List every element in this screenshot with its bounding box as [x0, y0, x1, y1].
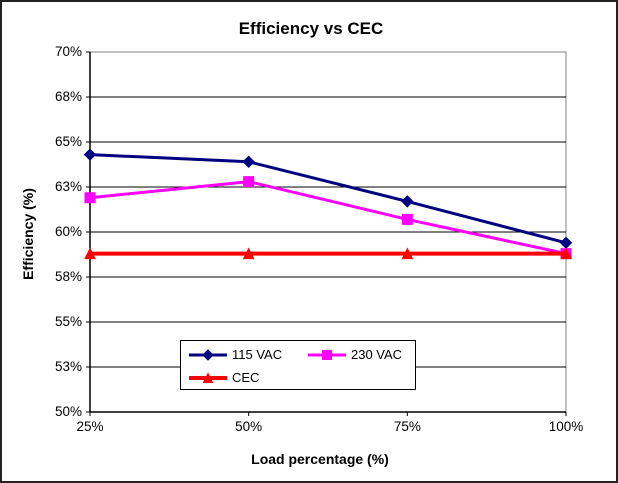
- legend-item-cec: CEC: [189, 369, 308, 385]
- data-point-230-vac-75%: [401, 213, 413, 225]
- y-axis-title: Efficiency (%): [20, 188, 36, 280]
- data-point-cec-75%: [401, 247, 414, 260]
- data-point-115-vac-25%: [83, 148, 97, 161]
- data-point-230-vac-25%: [84, 192, 96, 204]
- data-point-cec-50%: [242, 247, 255, 260]
- y-tick-label-50%: 50%: [54, 404, 82, 419]
- legend-row: CEC: [189, 366, 415, 389]
- y-tick-label-68%: 68%: [54, 89, 82, 104]
- legend-marker-115-vac-icon: [189, 348, 227, 362]
- data-point-115-vac-75%: [401, 195, 414, 208]
- y-tick-label-55%: 55%: [54, 314, 82, 329]
- data-point-115-vac-100%: [559, 236, 573, 250]
- y-tick-label-60%: 60%: [54, 224, 82, 239]
- x-tick-label-25%: 25%: [76, 419, 104, 434]
- data-point-115-vac-50%: [242, 155, 255, 169]
- x-tick-label-100%: 100%: [548, 419, 584, 434]
- y-tick-label-53%: 53%: [54, 359, 82, 374]
- x-tick-label-75%: 75%: [393, 419, 421, 434]
- legend-row: 115 VAC 230 VAC: [189, 343, 415, 366]
- y-tick-label-65%: 65%: [54, 134, 82, 149]
- series-line-230-vac: [89, 180, 567, 256]
- x-axis-title: Load percentage (%): [251, 451, 389, 467]
- legend-label-115-vac: 115 VAC: [232, 346, 283, 362]
- legend-sample-marker: [202, 371, 214, 383]
- x-tick-label-50%: 50%: [235, 419, 263, 434]
- series-line-115-vac: [89, 153, 567, 245]
- legend-marker-cec-icon: [189, 371, 227, 385]
- legend-sample-marker: [202, 348, 214, 361]
- data-point-cec-25%: [84, 247, 96, 260]
- chart-title: Efficiency vs CEC: [238, 19, 384, 38]
- y-tick-label-70%: 70%: [54, 44, 82, 59]
- legend-label-230-vac: 230 VAC: [351, 346, 403, 362]
- legend-item-115-vac: 115 VAC: [189, 346, 308, 362]
- legend: 115 VAC 230 VAC CEC: [180, 340, 416, 390]
- data-point-cec-100%: [560, 247, 572, 260]
- legend-marker-230-vac-icon: [308, 348, 346, 362]
- legend-label-cec: CEC: [232, 369, 260, 385]
- y-tick-label-58%: 58%: [54, 269, 82, 284]
- legend-item-230-vac: 230 VAC: [308, 346, 403, 362]
- data-point-230-vac-50%: [243, 176, 255, 188]
- y-tick-label-63%: 63%: [54, 179, 82, 194]
- legend-sample-marker: [322, 349, 332, 360]
